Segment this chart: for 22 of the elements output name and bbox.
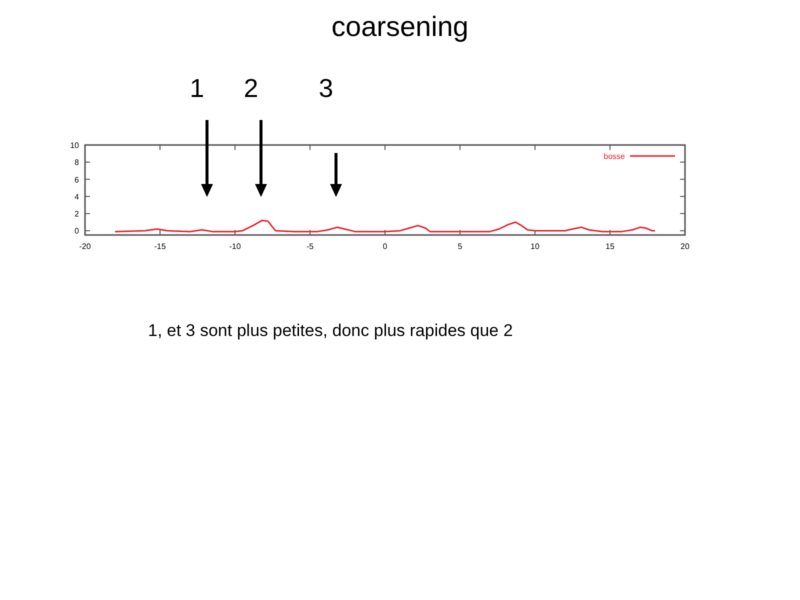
y-tick-label: 4	[74, 192, 80, 202]
x-tick-label: -20	[79, 242, 92, 251]
y-tick-label: 8	[74, 158, 80, 168]
text: 1, et 3 sont plus petites, donc plus rapides que 2	[148, 321, 513, 340]
text: 2	[244, 73, 258, 103]
y-tick-label: 6	[74, 175, 80, 184]
x-tick-label: -15	[154, 242, 166, 251]
x-tick-label: 5	[458, 242, 463, 251]
x-tick-label: 20	[680, 242, 690, 251]
x-tick-label: 10	[530, 242, 540, 251]
y-tick-label: 10	[70, 141, 80, 150]
text: 1	[190, 73, 204, 103]
y-tick-label: 2	[74, 210, 80, 219]
text: bosse	[604, 152, 626, 161]
y-tick-label: 0	[74, 226, 80, 236]
line-series	[114, 220, 656, 232]
x-tick-label: 0	[382, 242, 388, 251]
x-tick-label: -10	[229, 242, 242, 251]
text: 3	[318, 73, 334, 103]
x-tick-label: 15	[606, 242, 615, 251]
chart-title: coarsening	[332, 11, 468, 42]
x-tick-label: -5	[306, 242, 314, 251]
